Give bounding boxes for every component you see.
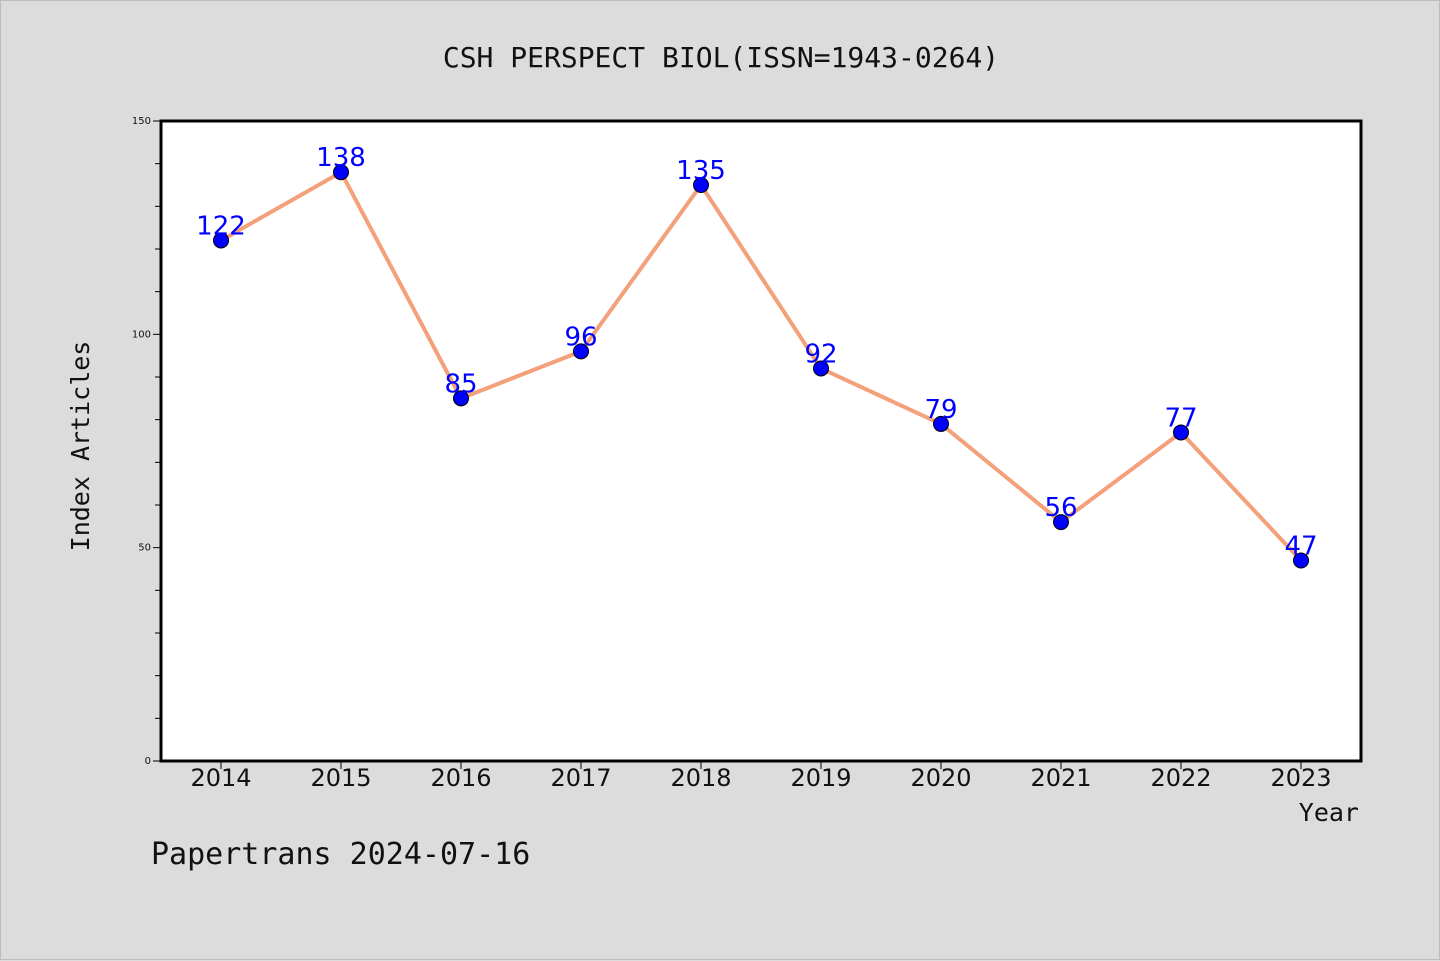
data-label: 138 [316,143,366,173]
credit-footer: Papertrans 2024-07-16 [151,837,530,872]
x-tick-label: 2018 [670,764,731,792]
data-point [573,343,589,360]
data-point [1173,424,1189,441]
data-label: 96 [564,322,597,352]
data-label: 77 [1164,403,1197,433]
x-tick-label: 2020 [910,764,971,792]
x-axis: 2014 2015 2016 2017 2018 2019 2020 2021 2022 2023 [190,761,1332,792]
y-tick-label: 50 [138,543,151,554]
data-label: 122 [196,211,246,241]
x-tick-label: 2016 [430,764,491,792]
chart-title: CSH PERSPECT BIOL(ISSN=1943-0264) [443,41,999,74]
series-line [219,170,1303,563]
data-point [813,360,829,377]
data-label: 56 [1044,493,1077,523]
x-tick-label: 2017 [550,764,611,792]
data-label: 47 [1284,531,1317,561]
data-point [1053,514,1069,531]
y-axis: 0 50 100 150 [132,116,161,767]
x-tick-label: 2021 [1030,764,1091,792]
x-tick-label: 2014 [190,764,251,792]
x-tick-label: 2022 [1150,764,1211,792]
x-tick-label: 2019 [790,764,851,792]
data-point [453,390,469,407]
x-tick-label: 2023 [1270,764,1331,792]
y-tick-label: 100 [132,329,151,340]
data-label: 79 [924,395,957,425]
x-tick-label: 2015 [310,764,371,792]
data-point [693,177,709,193]
data-point [1293,552,1309,569]
data-point [933,415,949,432]
data-label: 135 [676,156,726,186]
series-line-group: 122 138 85 96 135 92 79 56 77 47 [196,143,1318,569]
data-point [333,164,349,181]
x-axis-label: Year [1299,798,1359,827]
data-point [213,232,229,249]
y-tick-label: 0 [145,756,151,767]
data-label: 85 [444,369,477,399]
plot-area [159,119,1363,763]
data-label: 92 [804,339,837,369]
y-axis-label: Index Articles [66,341,95,552]
y-tick-label: 150 [132,116,151,127]
